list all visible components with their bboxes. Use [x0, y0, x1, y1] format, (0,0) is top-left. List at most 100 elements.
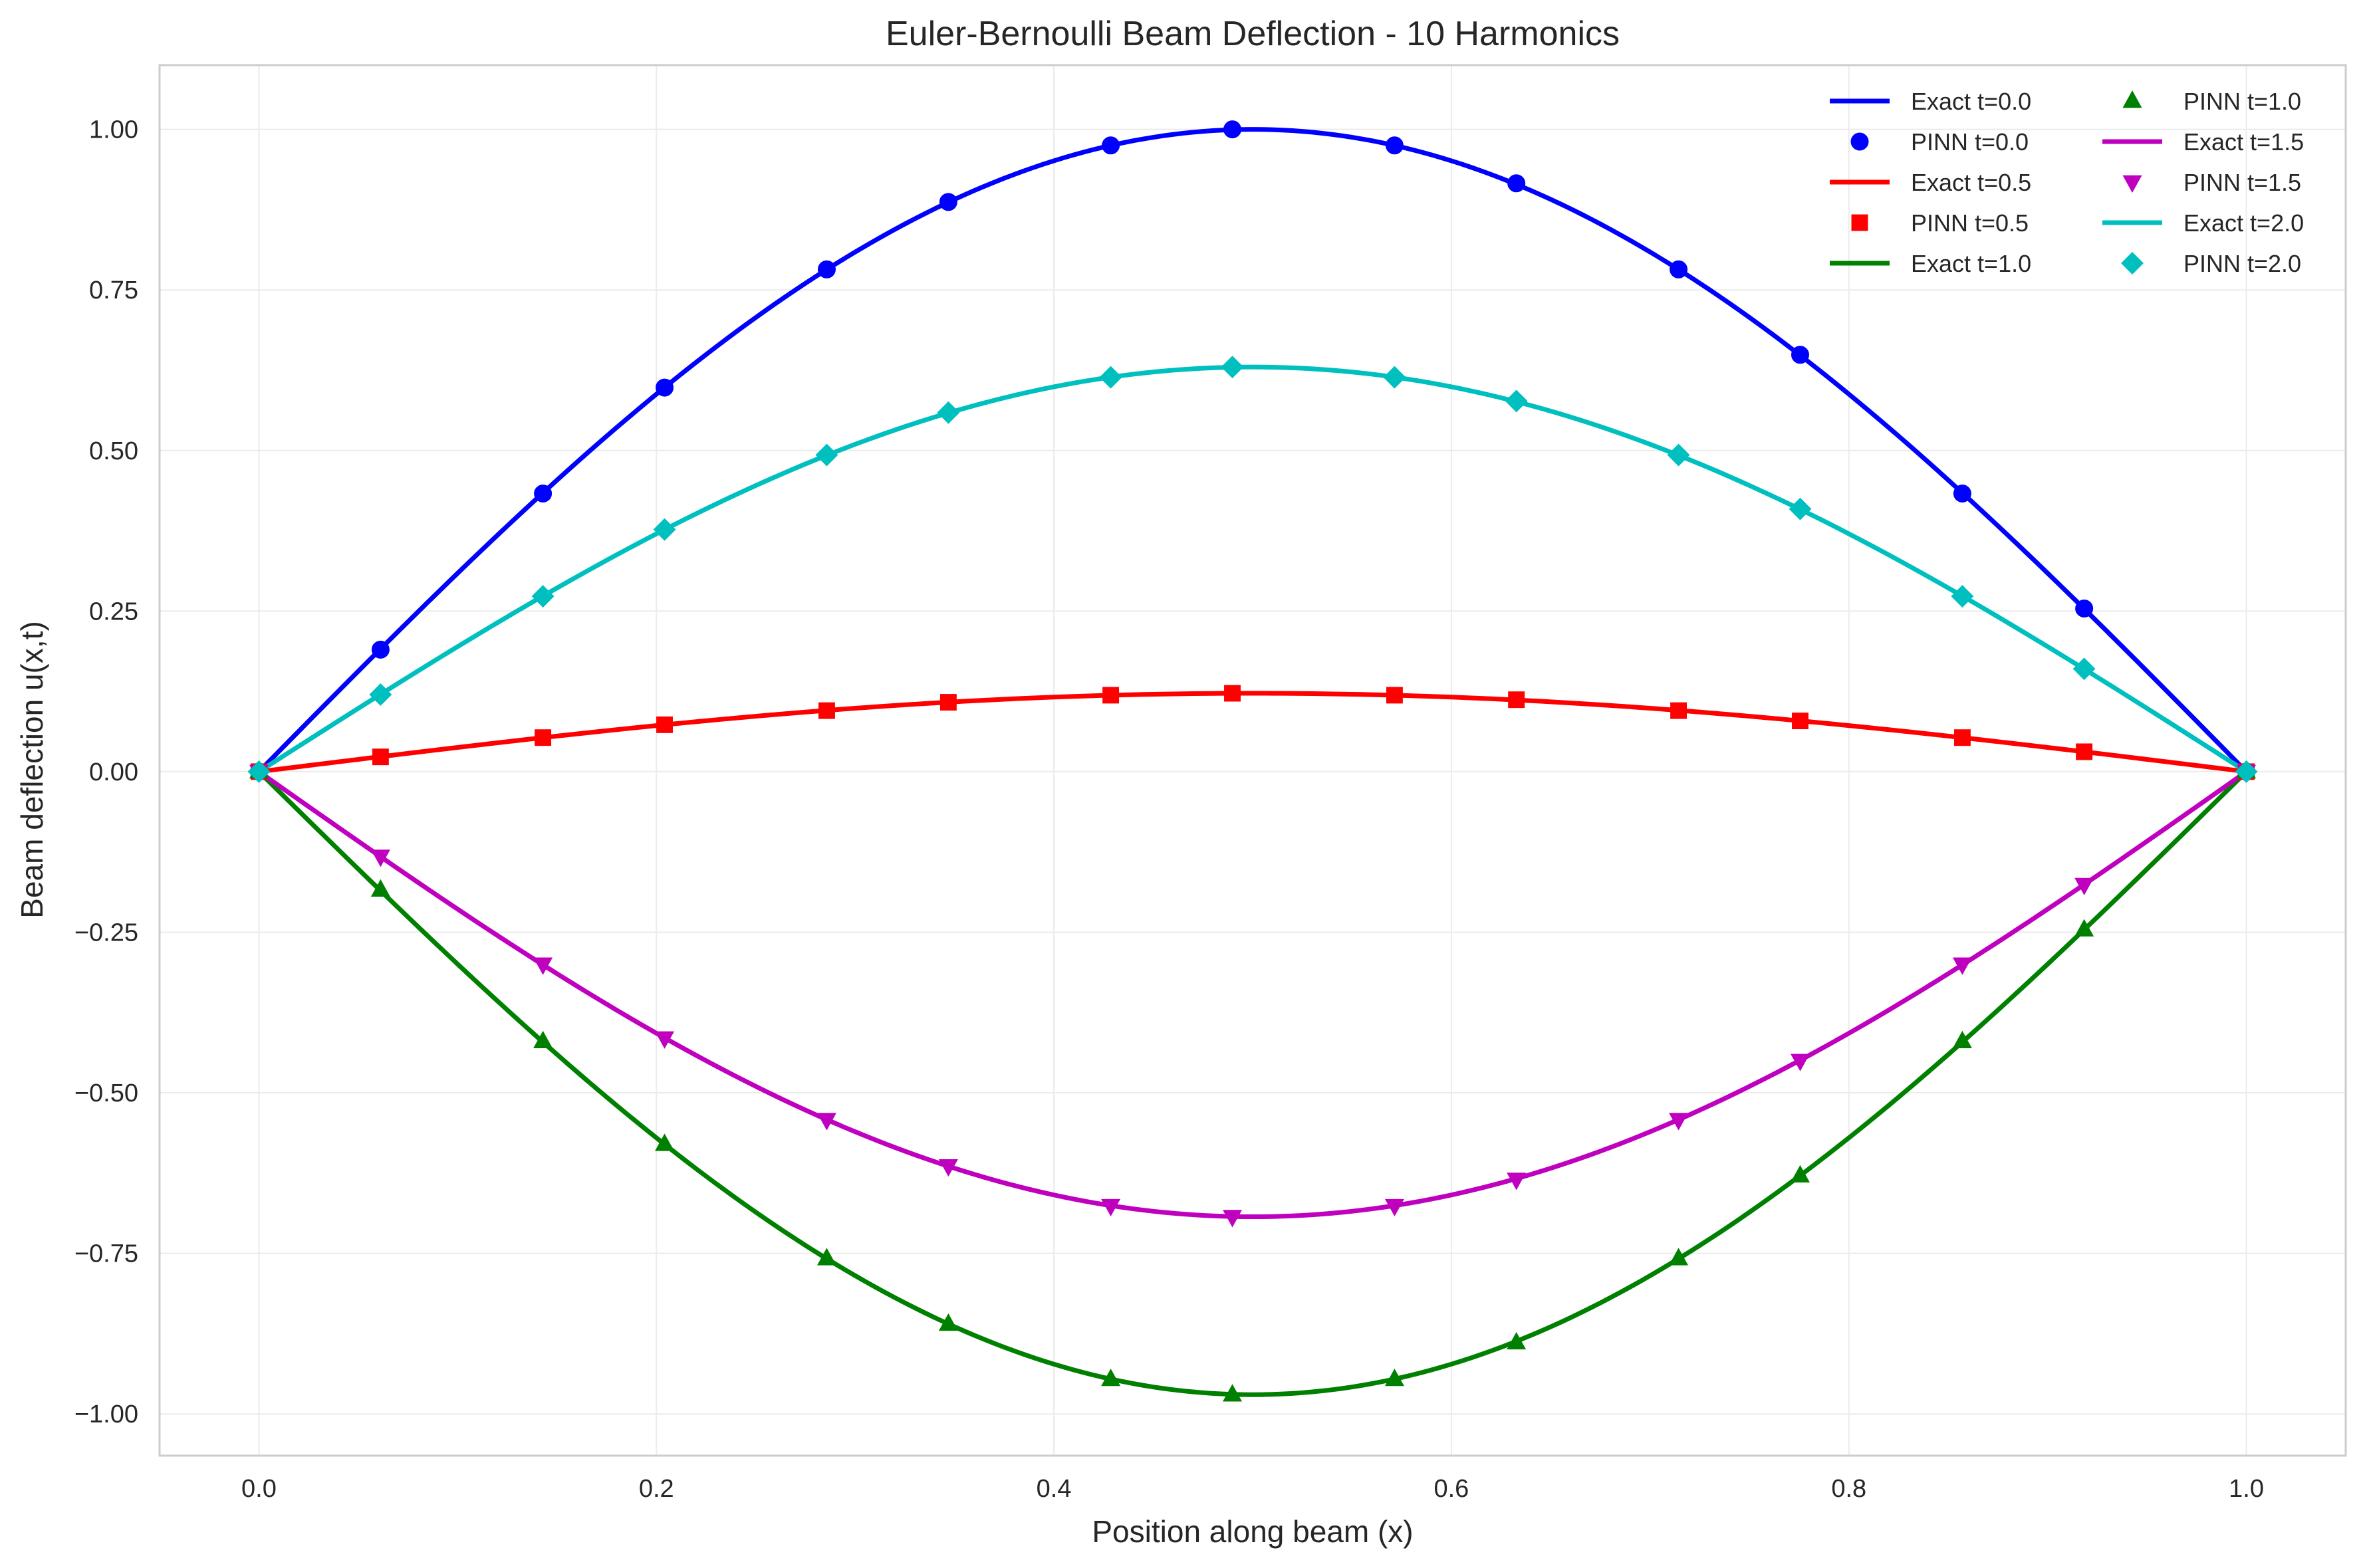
pinn-point: [815, 443, 838, 467]
pinn-point: [2074, 919, 2094, 937]
x-tick-label: 0.4: [1037, 1475, 1072, 1503]
y-axis-label: Beam deflection u(x,t): [15, 621, 49, 918]
pinn-point: [1790, 1165, 1810, 1182]
pinn-point: [1221, 356, 1244, 379]
pinn-point: [370, 849, 390, 867]
pinn-point: [1670, 702, 1687, 719]
legend-label: PINN t=2.0: [2183, 250, 2301, 277]
exact-curve-2: [259, 691, 2247, 774]
pinn-point: [817, 260, 836, 279]
pinn-point: [369, 683, 392, 706]
legend-label: Exact t=2.0: [2183, 209, 2304, 237]
pinn-point: [1953, 485, 1971, 503]
pinn-point: [1953, 729, 1971, 746]
x-tick-label: 0.8: [1831, 1475, 1866, 1503]
pinn-point: [1384, 1198, 1404, 1217]
legend-label: Exact t=1.5: [2183, 128, 2304, 156]
pinn-point: [1952, 1030, 1972, 1048]
legend-label: PINN t=1.0: [2183, 88, 2301, 115]
pinn-point: [655, 1133, 675, 1151]
pinn-point: [1951, 585, 1974, 608]
pinn-point: [1102, 136, 1120, 155]
pinn-point: [1789, 497, 1812, 520]
pinn-point: [816, 1248, 836, 1266]
x-axis-label: Position along beam (x): [1092, 1514, 1413, 1549]
pinn-point: [656, 378, 674, 397]
pinn-point: [1791, 346, 1809, 364]
y-tick-label: −1.00: [74, 1400, 138, 1428]
pinn-point: [2076, 743, 2093, 760]
chart-title: Euler-Bernoulli Beam Deflection - 10 Har…: [886, 15, 1620, 53]
y-axis-ticks: 1.00 0.75 0.50 0.25 0.00 −0.25 −0.50 −0.75 −1.00: [74, 116, 138, 1429]
pinn-point: [816, 1113, 836, 1131]
pinn-point: [2074, 877, 2094, 895]
y-tick-label: 0.25: [89, 598, 138, 625]
legend-marker-swatch: [1851, 214, 1868, 231]
pinn-point: [1101, 1198, 1121, 1217]
pinn-point: [1384, 1369, 1404, 1387]
pinn-point: [937, 401, 960, 424]
legend-label: PINN t=0.0: [1911, 128, 2029, 156]
pinn-point: [1507, 174, 1526, 193]
pinn-point: [1099, 366, 1122, 389]
x-tick-label: 0.2: [639, 1475, 674, 1503]
legend-label: PINN t=0.5: [1911, 209, 2029, 237]
y-tick-label: 1.00: [89, 116, 138, 144]
plot-area: [160, 65, 2346, 1456]
y-tick-label: 0.50: [89, 437, 138, 465]
pinn-point: [1505, 390, 1528, 413]
pinn-point: [1507, 1173, 1527, 1190]
pinn-point: [533, 1030, 553, 1048]
x-tick-label: 1.0: [2229, 1475, 2264, 1503]
exact-curve-4: [257, 770, 2249, 1397]
legend-label: Exact t=0.5: [1911, 169, 2031, 196]
pinn-point: [939, 193, 957, 211]
pinn-point: [370, 879, 390, 897]
pinn-point: [2075, 599, 2094, 617]
pinn-point: [1102, 687, 1120, 704]
legend-marker-swatch: [1850, 132, 1869, 151]
pinn-point: [535, 729, 552, 746]
x-tick-label: 0.0: [241, 1475, 277, 1503]
y-tick-label: 0.00: [89, 758, 138, 786]
pinn-point: [371, 640, 390, 659]
pinn-point: [247, 760, 271, 783]
pinn-point: [1383, 366, 1406, 389]
x-tick-label: 0.6: [1433, 1475, 1469, 1503]
legend-marker-swatch: [2122, 175, 2142, 193]
pinn-point: [1792, 713, 1808, 730]
pinn-point: [1669, 1113, 1689, 1131]
pinn-point: [818, 702, 835, 719]
legend-marker-swatch: [2121, 252, 2144, 275]
pinn-point: [656, 716, 673, 733]
pinn-point: [1223, 120, 1242, 139]
y-tick-label: −0.50: [74, 1079, 138, 1107]
pinn-point: [533, 957, 553, 975]
series-markers: [247, 120, 2258, 1402]
x-axis-ticks: 0.0 0.2 0.4 0.6 0.8 1.0: [241, 1475, 2264, 1503]
exact-curve-0: [257, 127, 2249, 774]
pinn-point: [1507, 1331, 1527, 1350]
pinn-point: [938, 1159, 958, 1177]
pinn-point: [531, 585, 555, 608]
pinn-point: [1790, 1054, 1810, 1071]
pinn-point: [1223, 1384, 1243, 1402]
pinn-point: [1508, 691, 1525, 709]
pinn-point: [938, 1313, 958, 1331]
pinn-point: [655, 1031, 675, 1049]
exact-curve-8: [257, 364, 2248, 774]
pinn-point: [2072, 657, 2096, 681]
exact-curve-6: [257, 770, 2248, 1220]
pinn-point: [653, 518, 676, 541]
pinn-point: [1224, 685, 1241, 702]
y-tick-label: −0.25: [74, 919, 138, 947]
legend: Exact t=0.0 PINN t=0.0 Exact t=0.5 PINN t=0…: [1830, 88, 2304, 277]
pinn-point: [1386, 687, 1403, 704]
legend-marker-swatch: [2122, 90, 2142, 108]
pinn-point: [2235, 760, 2258, 783]
legend-label: Exact t=1.0: [1911, 250, 2031, 277]
pinn-point: [939, 694, 957, 711]
pinn-point: [372, 748, 389, 766]
legend-label: PINN t=1.5: [2183, 169, 2301, 196]
